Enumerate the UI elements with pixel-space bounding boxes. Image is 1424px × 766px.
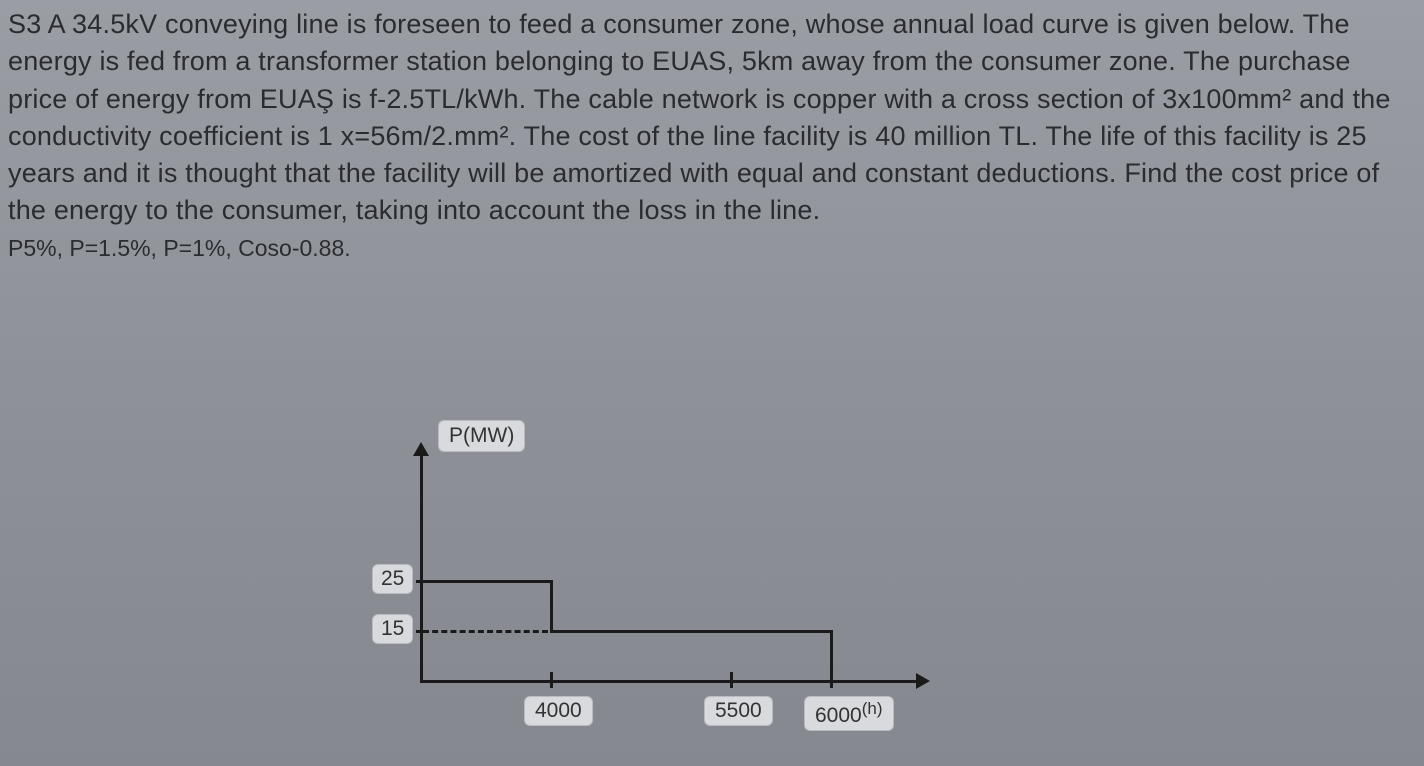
x-tick-6000-text: 6000 bbox=[815, 704, 862, 727]
problem-params: P5%, P=1.5%, P=1%, Coso-0.88. bbox=[0, 234, 1424, 264]
x-axis-unit: (h) bbox=[862, 699, 883, 718]
dash-15 bbox=[423, 630, 548, 633]
y-tick-25: 25 bbox=[372, 564, 413, 594]
step-seg-1v bbox=[550, 580, 553, 633]
step-seg-2h bbox=[550, 630, 830, 633]
x-axis-arrow bbox=[916, 673, 930, 689]
y-axis-label: P(MW) bbox=[438, 420, 525, 452]
x-tick-6000-mark bbox=[830, 672, 833, 688]
x-tick-4000: 4000 bbox=[524, 696, 593, 726]
step-seg-1h bbox=[420, 580, 550, 583]
x-tick-4000-mark bbox=[550, 672, 553, 688]
y-axis-arrow bbox=[413, 442, 429, 456]
x-tick-6000: 6000(h) bbox=[804, 696, 894, 731]
y-axis bbox=[420, 450, 423, 680]
y-tick-15: 15 bbox=[372, 614, 413, 644]
x-tick-5500-mark bbox=[730, 672, 733, 688]
x-tick-5500: 5500 bbox=[704, 696, 773, 726]
load-curve-chart: P(MW) 25 15 4000 5500 6000(h) bbox=[350, 420, 1000, 740]
x-axis bbox=[420, 680, 920, 683]
problem-text: S3 A 34.5kV conveying line is foreseen t… bbox=[0, 0, 1424, 234]
